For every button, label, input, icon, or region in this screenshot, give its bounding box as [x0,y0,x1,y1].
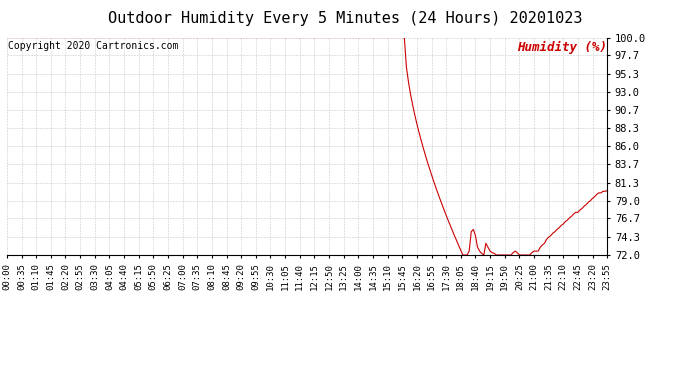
Text: Outdoor Humidity Every 5 Minutes (24 Hours) 20201023: Outdoor Humidity Every 5 Minutes (24 Hou… [108,11,582,26]
Text: Humidity (%): Humidity (%) [517,41,607,54]
Text: Copyright 2020 Cartronics.com: Copyright 2020 Cartronics.com [8,41,178,51]
